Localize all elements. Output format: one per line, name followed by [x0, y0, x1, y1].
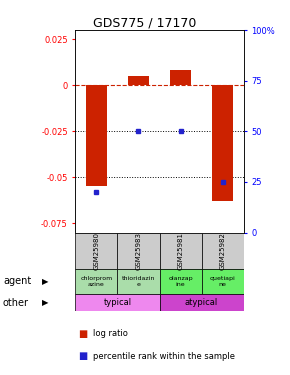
Bar: [170, 70, 191, 85]
Text: ▶: ▶: [42, 298, 48, 307]
Bar: [75, 294, 160, 311]
Text: ■: ■: [78, 351, 88, 361]
Bar: [160, 269, 202, 294]
Text: quetiapi
ne: quetiapi ne: [210, 276, 235, 287]
Text: GSM25982: GSM25982: [220, 232, 226, 270]
Text: typical: typical: [104, 298, 131, 307]
Bar: [86, 85, 107, 186]
Bar: [160, 294, 244, 311]
Text: GSM25981: GSM25981: [177, 232, 184, 270]
Text: GDS775 / 17170: GDS775 / 17170: [93, 17, 197, 30]
Text: thioridazin
e: thioridazin e: [122, 276, 155, 287]
Bar: [75, 232, 117, 269]
Text: atypical: atypical: [185, 298, 218, 307]
Bar: [160, 232, 202, 269]
Bar: [117, 232, 160, 269]
Bar: [117, 269, 160, 294]
Text: ▶: ▶: [42, 277, 48, 286]
Text: GSM25980: GSM25980: [93, 232, 99, 270]
Bar: [212, 85, 233, 201]
Bar: [128, 76, 149, 85]
Text: percentile rank within the sample: percentile rank within the sample: [93, 352, 235, 361]
Bar: [75, 269, 117, 294]
Text: agent: agent: [3, 276, 31, 286]
Bar: [202, 232, 244, 269]
Text: ■: ■: [78, 329, 88, 339]
Text: log ratio: log ratio: [93, 329, 128, 338]
Text: other: other: [3, 298, 29, 307]
Bar: [202, 269, 244, 294]
Text: GSM25983: GSM25983: [135, 232, 142, 270]
Text: chlorprom
azine: chlorprom azine: [80, 276, 113, 287]
Text: olanzap
ine: olanzap ine: [168, 276, 193, 287]
